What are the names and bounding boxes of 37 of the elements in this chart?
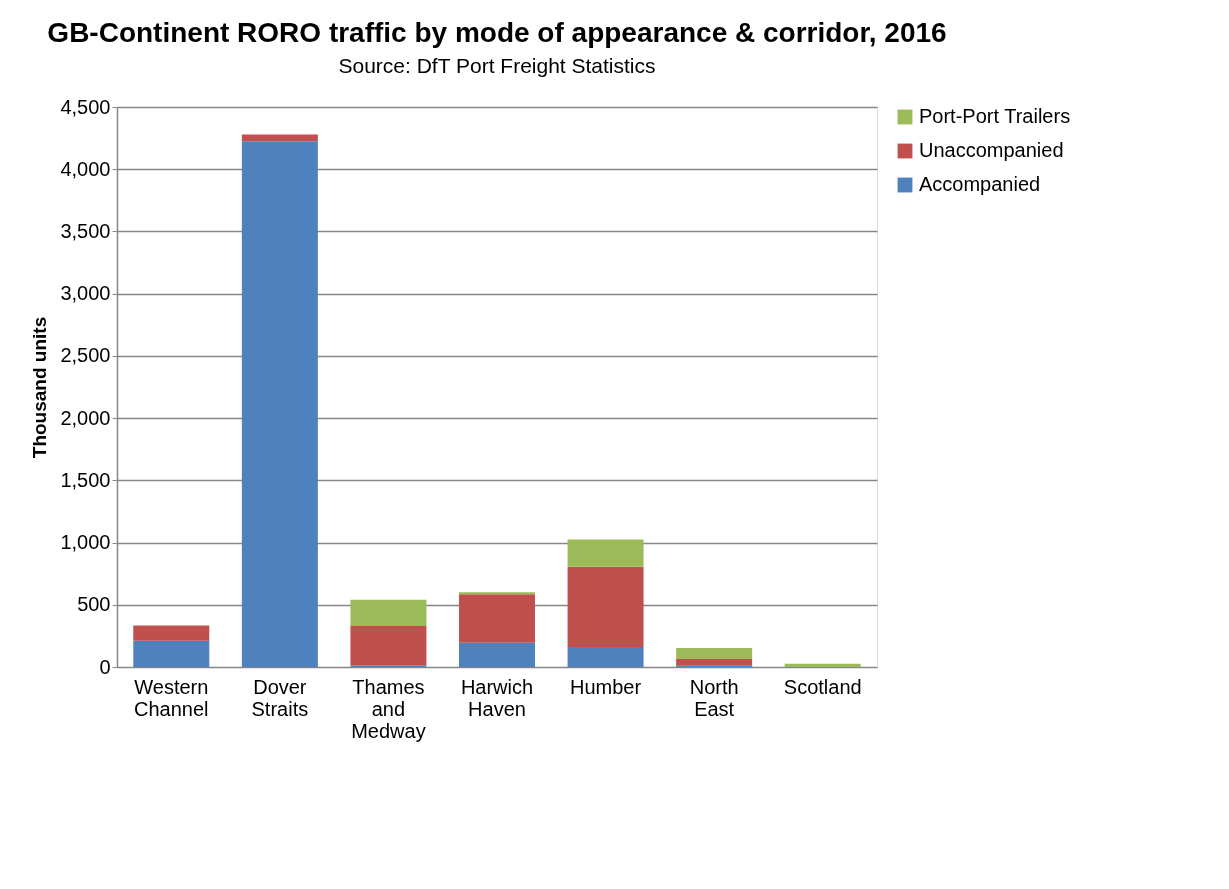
legend-label: Port-Port Trailers (919, 105, 1071, 127)
bar (241, 134, 318, 142)
legend-label: Accompanied (919, 173, 1041, 195)
y-axis-title: Thousand units (29, 316, 51, 459)
x-tick-label: Harwich Haven (460, 675, 534, 720)
bar (459, 642, 535, 667)
bar (241, 141, 318, 667)
bar (567, 539, 644, 567)
y-tick-label: 4,000 (60, 157, 111, 180)
bar (676, 648, 753, 659)
bar (133, 625, 210, 641)
y-tick-label: 3,000 (60, 282, 111, 305)
bar (350, 625, 427, 666)
y-tick-label: 4,500 (60, 95, 111, 118)
x-tick-label: Thames and Medway (351, 675, 426, 742)
legend-label: Unaccompanied (919, 139, 1064, 161)
chart-subtitle: Source: DfT Port Freight Statistics (338, 54, 656, 77)
x-tick-label: Humber (570, 675, 642, 698)
x-tick-label: Western Channel (134, 675, 209, 720)
bar (350, 599, 427, 626)
x-tick-label: North East (689, 675, 739, 720)
y-tick-label: 2,000 (60, 406, 111, 429)
bar (133, 640, 210, 667)
y-tick-label: 1,000 (60, 531, 111, 554)
bar (676, 658, 753, 666)
x-tick-label: Scotland (783, 675, 862, 698)
y-tick-label: 1,500 (60, 468, 111, 491)
y-tick-label: 0 (99, 655, 111, 678)
x-tick-label: Dover Straits (251, 675, 309, 720)
bar (784, 663, 861, 667)
y-tick-label: 500 (77, 593, 111, 616)
y-tick-label: 3,500 (60, 219, 111, 242)
chart-title: GB-Continent RORO traffic by mode of appearance & corridor, 2016 (47, 17, 947, 48)
bar (567, 647, 644, 667)
bar (567, 566, 644, 648)
y-tick-label: 2,500 (60, 344, 111, 367)
bar (459, 594, 535, 643)
